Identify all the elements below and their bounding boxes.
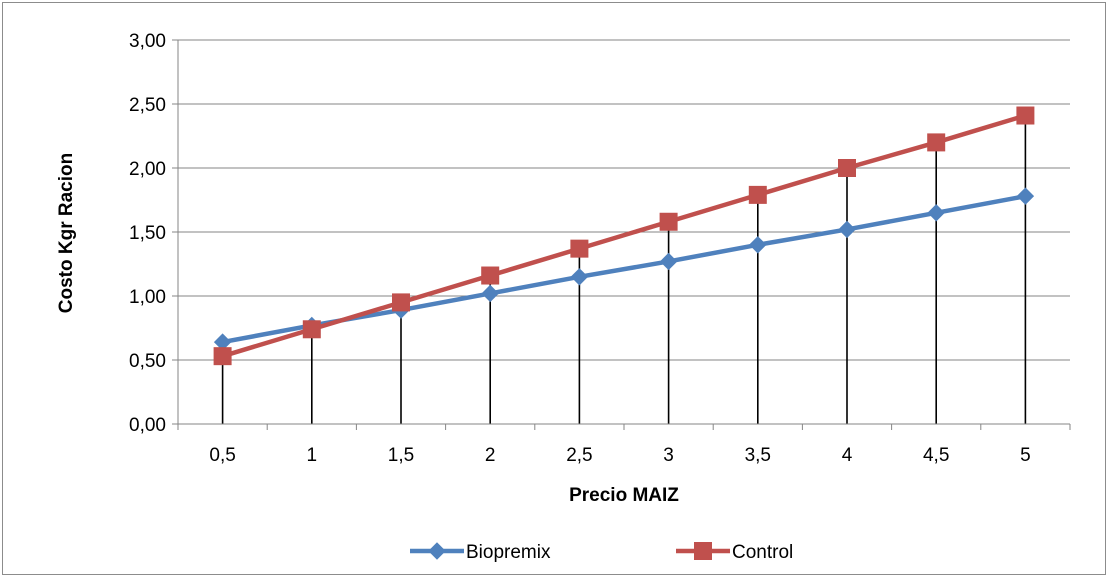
data-point-biopremix xyxy=(838,220,856,239)
data-point-biopremix xyxy=(749,236,767,254)
x-tick-label: 2 xyxy=(485,445,496,466)
x-tick-label: 3,5 xyxy=(745,445,771,466)
data-point-control xyxy=(481,266,500,285)
legend: Biopremix Control xyxy=(410,542,793,563)
data-point-biopremix xyxy=(1016,187,1035,205)
x-tick-label: 4,5 xyxy=(923,445,949,466)
gridlines xyxy=(178,39,1070,361)
x-tick-label: 5 xyxy=(1020,445,1031,466)
tick-labels: 0,00 0,50 1,00 1,50 2,00 2,50 3,00 0,5 1 1,5 2 2,5 3… xyxy=(129,31,1031,466)
y-tick-label: 3,00 xyxy=(129,31,166,52)
data-point-control xyxy=(1016,106,1035,125)
series-lines xyxy=(220,113,1028,359)
data-point-biopremix xyxy=(481,284,499,303)
data-point-control xyxy=(748,185,767,204)
x-tick-label: 2,5 xyxy=(566,445,592,466)
data-point-control xyxy=(927,133,946,152)
y-tick-label: 0,50 xyxy=(129,351,166,372)
x-tick-label: 1 xyxy=(307,445,318,466)
data-point-biopremix xyxy=(570,268,589,286)
series-markers xyxy=(213,106,1035,366)
y-tick-label: 2,50 xyxy=(129,95,166,116)
y-axis-title: Costo Kgr Racion xyxy=(56,153,77,313)
y-tick-label: 2,00 xyxy=(129,159,166,180)
legend-label-control: Control xyxy=(732,542,793,563)
data-point-biopremix xyxy=(927,204,945,222)
series-line-control xyxy=(220,113,1028,359)
y-tick-label: 1,50 xyxy=(129,223,166,244)
data-point-control xyxy=(659,212,678,231)
legend-marker-control xyxy=(694,542,712,560)
x-tick-label: 0,5 xyxy=(209,445,235,466)
data-point-control xyxy=(392,293,410,312)
data-point-control xyxy=(213,347,232,366)
x-tick-label: 4 xyxy=(842,445,853,466)
x-tick-label: 3 xyxy=(663,445,674,466)
axes xyxy=(172,39,1071,430)
y-tick-label: 0,00 xyxy=(129,415,166,436)
data-point-control xyxy=(302,320,321,339)
legend-label-biopremix: Biopremix xyxy=(466,542,551,563)
y-tick-label: 1,00 xyxy=(129,287,166,308)
data-point-control xyxy=(838,159,856,177)
x-tick-label: 1,5 xyxy=(388,445,414,466)
data-point-biopremix xyxy=(659,252,678,271)
legend-marker-biopremix xyxy=(428,542,446,560)
x-axis-title: Precio MAIZ xyxy=(569,485,679,506)
data-point-control xyxy=(570,239,589,258)
